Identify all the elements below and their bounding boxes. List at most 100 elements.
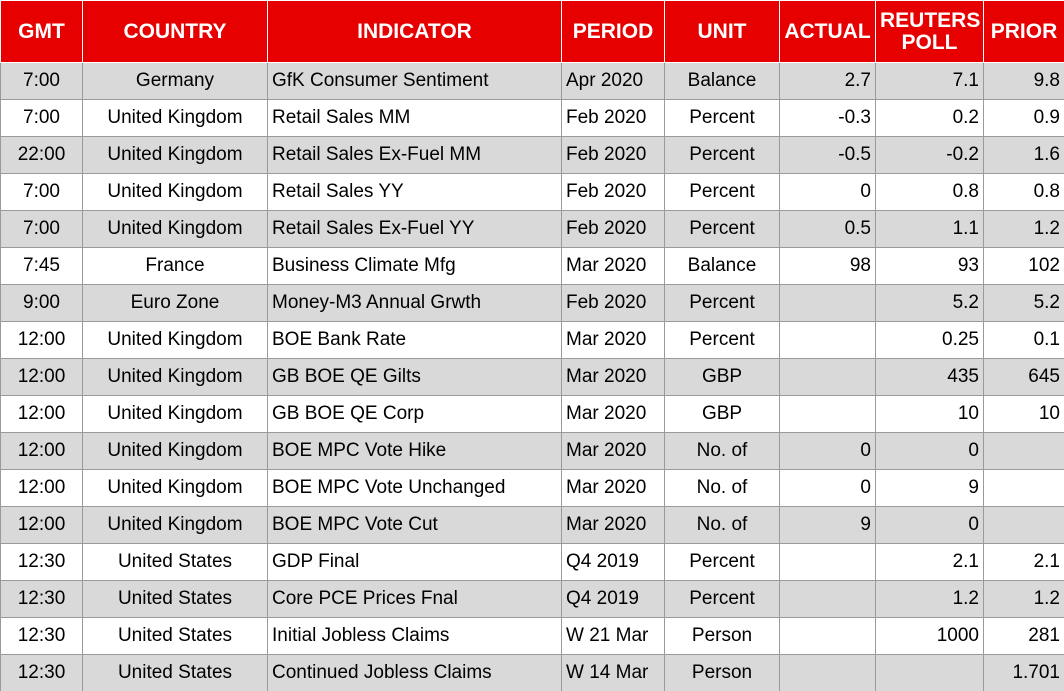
column-header: PRIOR: [983, 0, 1064, 63]
reuters-poll-cell: 93: [875, 247, 984, 285]
prior-cell: 10: [983, 395, 1064, 433]
actual-cell: [779, 395, 876, 433]
unit-cell: Percent: [664, 173, 780, 211]
actual-cell: [779, 321, 876, 359]
reuters-poll-cell: 5.2: [875, 284, 984, 322]
prior-cell: 281: [983, 617, 1064, 655]
period-cell: Q4 2019: [561, 580, 665, 618]
prior-cell: 0.9: [983, 99, 1064, 137]
reuters-poll-cell: 0.8: [875, 173, 984, 211]
table-row: 12:00 United Kingdom GB BOE QE Gilts Mar 20…: [0, 358, 1064, 396]
actual-cell: 0: [779, 432, 876, 470]
gmt-cell: 12:00: [0, 432, 83, 470]
period-cell: Feb 2020: [561, 284, 665, 322]
prior-cell: 1.2: [983, 210, 1064, 248]
period-cell: Mar 2020: [561, 432, 665, 470]
table-body: 7:00 Germany GfK Consumer Sentiment Apr 202…: [0, 62, 1064, 691]
prior-cell: 9.8: [983, 62, 1064, 100]
gmt-cell: 7:00: [0, 99, 83, 137]
indicator-cell: GB BOE QE Corp: [267, 395, 562, 433]
indicator-cell: BOE MPC Vote Hike: [267, 432, 562, 470]
table-row: 12:30 United States Continued Jobless Clai…: [0, 654, 1064, 691]
reuters-poll-cell: 2.1: [875, 543, 984, 581]
period-cell: Feb 2020: [561, 173, 665, 211]
reuters-poll-cell: 0.2: [875, 99, 984, 137]
actual-cell: 98: [779, 247, 876, 285]
prior-cell: 0.8: [983, 173, 1064, 211]
prior-cell: 102: [983, 247, 1064, 285]
actual-cell: 0: [779, 173, 876, 211]
reuters-poll-cell: 1.2: [875, 580, 984, 618]
table-row: 7:00 United Kingdom Retail Sales YY Feb 202…: [0, 173, 1064, 211]
period-cell: Apr 2020: [561, 62, 665, 100]
indicator-cell: GB BOE QE Gilts: [267, 358, 562, 396]
actual-cell: -0.5: [779, 136, 876, 174]
gmt-cell: 12:30: [0, 617, 83, 655]
table-row: 7:45 France Business Climate Mfg Mar 2020 Ba…: [0, 247, 1064, 285]
indicator-cell: Retail Sales MM: [267, 99, 562, 137]
prior-cell: 1.701: [983, 654, 1064, 691]
period-cell: Feb 2020: [561, 99, 665, 137]
indicator-cell: Initial Jobless Claims: [267, 617, 562, 655]
country-cell: United Kingdom: [82, 321, 268, 359]
country-cell: United States: [82, 580, 268, 618]
reuters-poll-cell: 0: [875, 432, 984, 470]
country-cell: United Kingdom: [82, 173, 268, 211]
prior-cell: [983, 506, 1064, 544]
prior-cell: 1.2: [983, 580, 1064, 618]
indicator-cell: Money-M3 Annual Grwth: [267, 284, 562, 322]
unit-cell: Percent: [664, 99, 780, 137]
indicator-cell: BOE Bank Rate: [267, 321, 562, 359]
country-cell: United Kingdom: [82, 358, 268, 396]
column-header: GMT: [0, 0, 83, 63]
unit-cell: Balance: [664, 247, 780, 285]
gmt-cell: 9:00: [0, 284, 83, 322]
unit-cell: Percent: [664, 580, 780, 618]
indicator-cell: BOE MPC Vote Cut: [267, 506, 562, 544]
period-cell: W 14 Mar: [561, 654, 665, 691]
table-row: 12:00 United Kingdom BOE Bank Rate Mar 2020…: [0, 321, 1064, 359]
country-cell: United Kingdom: [82, 99, 268, 137]
country-cell: France: [82, 247, 268, 285]
unit-cell: Person: [664, 654, 780, 691]
reuters-poll-cell: 0: [875, 506, 984, 544]
actual-cell: [779, 358, 876, 396]
table-row: 12:00 United Kingdom BOE MPC Vote Cut Mar 2…: [0, 506, 1064, 544]
actual-cell: 9: [779, 506, 876, 544]
period-cell: Mar 2020: [561, 321, 665, 359]
header-row: GMT COUNTRY INDICATOR PERIOD UNIT ACTUAL REUTE…: [0, 0, 1064, 63]
column-header: COUNTRY: [82, 0, 268, 63]
gmt-cell: 7:00: [0, 173, 83, 211]
period-cell: Q4 2019: [561, 543, 665, 581]
country-cell: United Kingdom: [82, 210, 268, 248]
unit-cell: No. of: [664, 469, 780, 507]
table-row: 12:00 United Kingdom GB BOE QE Corp Mar 202…: [0, 395, 1064, 433]
indicator-cell: Retail Sales Ex-Fuel MM: [267, 136, 562, 174]
prior-cell: 2.1: [983, 543, 1064, 581]
actual-cell: [779, 654, 876, 691]
period-cell: Mar 2020: [561, 506, 665, 544]
actual-cell: [779, 543, 876, 581]
table-row: 7:00 United Kingdom Retail Sales Ex-Fuel Y…: [0, 210, 1064, 248]
gmt-cell: 12:30: [0, 654, 83, 691]
country-cell: United Kingdom: [82, 432, 268, 470]
gmt-cell: 7:45: [0, 247, 83, 285]
reuters-poll-cell: 1.1: [875, 210, 984, 248]
country-cell: Germany: [82, 62, 268, 100]
gmt-cell: 7:00: [0, 62, 83, 100]
indicator-cell: Retail Sales YY: [267, 173, 562, 211]
gmt-cell: 12:00: [0, 395, 83, 433]
unit-cell: Percent: [664, 284, 780, 322]
period-cell: Mar 2020: [561, 247, 665, 285]
actual-cell: [779, 617, 876, 655]
indicator-cell: GDP Final: [267, 543, 562, 581]
country-cell: United Kingdom: [82, 136, 268, 174]
column-header: REUTERS POLL: [875, 0, 984, 63]
column-header: PERIOD: [561, 0, 665, 63]
unit-cell: Percent: [664, 543, 780, 581]
reuters-poll-cell: 10: [875, 395, 984, 433]
unit-cell: Percent: [664, 210, 780, 248]
actual-cell: -0.3: [779, 99, 876, 137]
unit-cell: Balance: [664, 62, 780, 100]
